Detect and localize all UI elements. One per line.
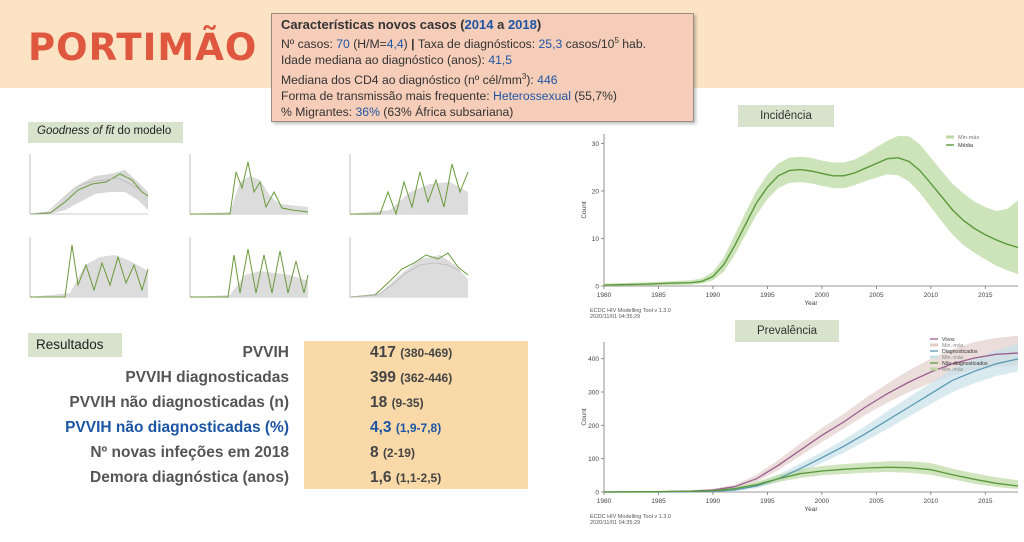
x-tick-label: 1985 bbox=[651, 498, 666, 505]
result-label-diagnosed: PVVIH diagnosticadas bbox=[125, 369, 289, 386]
result-label-pvvih: PVVIH bbox=[242, 344, 289, 361]
y-tick-label: 400 bbox=[588, 356, 599, 363]
x-tick-label: 2000 bbox=[815, 292, 830, 299]
x-tick-label: 2005 bbox=[869, 292, 884, 299]
x-tick-label: 1985 bbox=[651, 292, 666, 299]
result-label-undiagnosed-n: PVVIH não diagnosticadas (n) bbox=[69, 394, 289, 411]
incidence-chart-title: Incidência bbox=[738, 105, 834, 127]
result-label-new-infections: Nº novas infeções em 2018 bbox=[90, 444, 289, 461]
prevalence-chart-title: Prevalência bbox=[735, 320, 839, 342]
info-cases: Nº casos: 70 (H/M=4,4) | Taxa de diagnós… bbox=[281, 36, 646, 52]
y-axis-label: Count bbox=[581, 408, 588, 426]
x-tick-label: 2005 bbox=[869, 498, 884, 505]
x-tick-label: 2015 bbox=[978, 498, 993, 505]
y-tick-label: 300 bbox=[588, 390, 599, 397]
gof-thumbnail-3 bbox=[349, 154, 469, 216]
info-cd4: Mediana dos CD4 ao diagnóstico (nº cél/m… bbox=[281, 71, 558, 87]
page-title: PORTIMÃO bbox=[28, 26, 258, 69]
y-tick-label: 30 bbox=[592, 141, 600, 148]
result-value-pvvih: 417 (380-469) bbox=[370, 344, 453, 361]
x-tick-label: 2000 bbox=[815, 498, 830, 505]
y-axis-label: Count bbox=[581, 201, 588, 219]
y-tick-label: 100 bbox=[588, 456, 599, 463]
chart-footer-tool: ECDC HIV Modelling Tool v 1.3.0 bbox=[590, 308, 671, 314]
result-label-undiagnosed-pct: PVVIH não diagnosticadas (%) bbox=[65, 419, 289, 436]
incidence-chart: 0 10 20 30 1980 1985 1990 1995 2000 2005 2010 2015 Y… bbox=[581, 134, 1019, 320]
prevalence-line-nao-diagnosticados bbox=[603, 466, 1019, 493]
gof-thumbnail-4 bbox=[29, 237, 149, 298]
goodness-of-fit-label: Goodness of fit do modelo bbox=[28, 122, 183, 143]
y-tick-label: 0 bbox=[595, 284, 599, 291]
result-value-new-infections: 8 (2-19) bbox=[370, 444, 415, 461]
results-label: Resultados bbox=[28, 333, 122, 357]
legend-label-1: Min.-máx. bbox=[942, 343, 965, 349]
legend-label-2: Diagnosticados bbox=[942, 349, 978, 355]
gof-thumbnail-5 bbox=[189, 237, 309, 298]
result-value-diagnostic-delay: 1,6 (1,1-2,5) bbox=[370, 469, 442, 486]
prevalence-chart: 0 100 200 300 400 1980 1985 1990 1995 2000 2005 201… bbox=[581, 335, 1019, 526]
legend-label-minmax: Min-máx bbox=[958, 135, 979, 141]
x-tick-label: 1995 bbox=[760, 498, 775, 505]
legend-label-5: Min.-máx bbox=[942, 367, 964, 373]
x-axis-label: Year bbox=[804, 506, 818, 513]
x-tick-label: 1980 bbox=[597, 292, 612, 299]
x-tick-label: 2010 bbox=[924, 498, 939, 505]
x-tick-label: 1990 bbox=[706, 498, 721, 505]
legend-label-0: Vivos bbox=[942, 337, 955, 343]
x-tick-label: 2010 bbox=[924, 292, 939, 299]
gof-thumbnail-1 bbox=[29, 154, 149, 215]
prevalence-band-vivos bbox=[604, 335, 1018, 492]
x-tick-label: 1980 bbox=[597, 498, 612, 505]
y-tick-label: 10 bbox=[592, 236, 600, 243]
legend-label-4: Não diagnosticados bbox=[942, 361, 988, 367]
new-cases-info-box: Características novos casos (2014 a 2018… bbox=[271, 13, 694, 122]
results-values-panel bbox=[304, 341, 528, 489]
x-tick-label: 2015 bbox=[978, 292, 993, 299]
x-axis-label: Year bbox=[804, 300, 818, 307]
chart-footer-date: 2020/11/01 04:35:29 bbox=[590, 520, 640, 526]
x-tick-label: 1990 bbox=[706, 292, 721, 299]
info-transmission: Forma de transmissão mais frequente: Het… bbox=[281, 88, 617, 103]
info-migrants: % Migrantes: 36% (63% África subsariana) bbox=[281, 105, 514, 120]
legend-label-3: Min.-máx. bbox=[942, 355, 965, 361]
info-heading: Características novos casos (2014 a 2018… bbox=[281, 17, 542, 32]
gof-thumbnail-6 bbox=[349, 237, 469, 298]
y-tick-label: 20 bbox=[592, 189, 600, 196]
result-value-undiagnosed-pct: 4,3 (1,9-7,8) bbox=[370, 419, 442, 436]
y-tick-label: 200 bbox=[588, 423, 599, 430]
chart-footer-date: 2020/11/01 04:35:29 bbox=[590, 314, 640, 320]
result-value-diagnosed: 399 (362-446) bbox=[370, 369, 453, 386]
info-age: Idade mediana ao diagnóstico (anos): 41,… bbox=[281, 53, 513, 68]
incidence-minmax-band bbox=[604, 135, 1018, 286]
legend-label-mean: Média bbox=[958, 143, 974, 149]
chart-footer-tool: ECDC HIV Modelling Tool v 1.3.0 bbox=[590, 514, 671, 520]
result-label-diagnostic-delay: Demora diagnóstica (anos) bbox=[90, 469, 289, 486]
result-value-undiagnosed-n: 18 (9-35) bbox=[370, 394, 424, 411]
incidence-mean-line bbox=[603, 157, 1019, 286]
prevalence-band-nao-diagnosticados bbox=[604, 461, 1018, 492]
y-tick-label: 0 bbox=[595, 490, 599, 497]
x-tick-label: 1995 bbox=[760, 292, 775, 299]
gof-thumbnail-2 bbox=[189, 154, 309, 215]
